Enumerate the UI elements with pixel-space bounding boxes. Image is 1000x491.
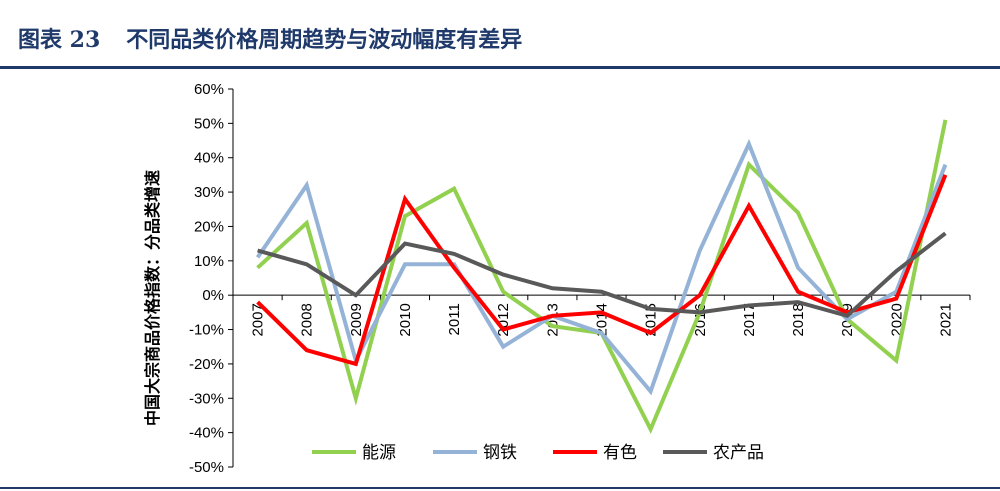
x-tick-label: 2017 <box>741 303 758 336</box>
figure-number: 图表 23 <box>18 27 101 53</box>
y-tick-label: 10% <box>194 253 224 270</box>
bottom-rule <box>0 487 1000 489</box>
x-tick-label: 2018 <box>790 303 807 336</box>
series-lines <box>255 119 948 434</box>
y-tick-label: -20% <box>189 356 224 373</box>
top-rule <box>0 66 1000 69</box>
y-tick-label: 40% <box>194 150 224 167</box>
y-tick-label: -50% <box>189 459 224 476</box>
legend-label: 有色 <box>603 443 637 462</box>
series-line-钢铁 <box>255 138 948 396</box>
y-tick-label: 20% <box>194 218 224 235</box>
y-tick-label: 60% <box>194 81 224 98</box>
y-tick-label: 50% <box>194 115 224 132</box>
y-axis-label: 中国大宗商品价格指数：分品类增速 <box>143 170 162 426</box>
y-tick-label: -40% <box>189 425 224 442</box>
series-line-能源 <box>256 119 948 434</box>
line-chart: 2007 2008 2009 2010 2011 2012 2013 2014 2015 2016… <box>143 81 971 476</box>
x-tick-label: 2007 <box>250 303 267 336</box>
chart-legend: 能源 钢铁 有色 农产品 <box>312 443 764 462</box>
legend-label: 农产品 <box>713 443 764 462</box>
series-line-有色 <box>256 174 948 367</box>
y-tick-label: 30% <box>194 184 224 201</box>
legend-label: 能源 <box>362 443 396 462</box>
x-tick-label: 2008 <box>299 303 316 336</box>
x-tick-label: 2009 <box>348 303 365 336</box>
legend-label: 钢铁 <box>483 443 517 462</box>
y-tick-label: -10% <box>189 322 224 339</box>
x-tick-label: 2010 <box>397 303 414 336</box>
x-tick-label: 2021 <box>937 303 954 336</box>
series-line-农产品 <box>257 231 947 319</box>
y-tick-label: -30% <box>189 390 224 407</box>
figure-title-text: 不同品类价格周期趋势与波动幅度有差异 <box>126 27 523 53</box>
y-tick-label: 0% <box>202 287 224 304</box>
x-tick-label: 2011 <box>446 303 463 335</box>
figure-title: 图表 23 不同品类价格周期趋势与波动幅度有差异 <box>18 22 548 54</box>
chart-axes <box>228 88 971 468</box>
y-tick-labels: -50% -40% -30% -20% -10% 0% 10% 20% 30% 40% 50% 60% <box>189 81 224 476</box>
